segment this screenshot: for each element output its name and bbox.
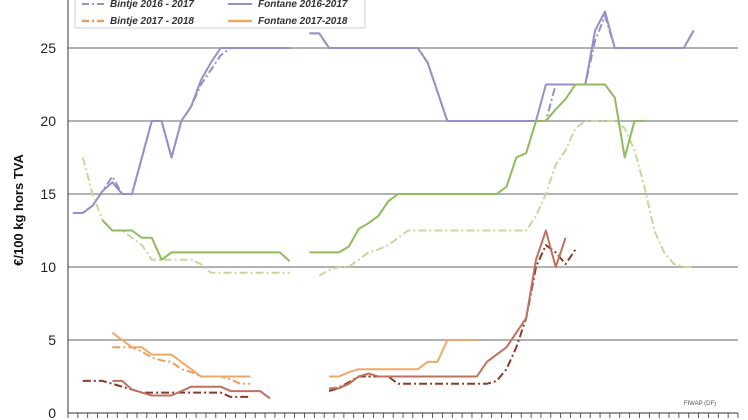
y-tick-label: 20 [40,113,56,129]
legend-label-bintje-2016: Bintje 2016 - 2017 [110,0,194,10]
legend-label-fontane-2017: Fontane 2017-2018 [258,16,348,27]
series-line-1 [72,10,695,214]
y-axis-ticks: 0 5 10 15 20 25 [40,40,56,420]
series-line-5 [111,331,477,378]
y-tick-label: 10 [40,259,56,275]
series-lines [72,10,695,400]
y-tick-label: 0 [48,405,56,420]
x-axis-ticks [67,413,739,418]
series-line-7 [112,229,567,400]
series-line-3 [101,83,645,262]
series-line-6 [82,244,577,398]
legend-label-fontane-2016: Fontane 2016-2017 [258,0,348,10]
legend-box [74,0,366,29]
legend: Bintje 2016 - 2017 Fontane 2016-2017 Bin… [74,0,366,29]
y-tick-label: 5 [48,332,56,348]
y-tick-label: 15 [40,186,56,202]
source-note: FIWAP (DF) [684,401,716,407]
legend-label-bintje-2017: Bintje 2017 - 2018 [110,16,194,27]
series-line-0 [72,14,695,214]
y-axis-label: €/100 kg hors TVA [11,154,26,266]
y-tick-label: 25 [40,40,56,56]
